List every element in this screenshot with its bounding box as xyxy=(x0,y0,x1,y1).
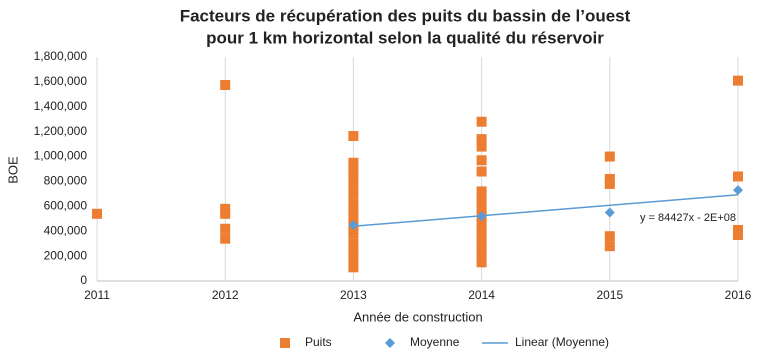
x-tick-label: 2016 xyxy=(725,288,752,302)
x-axis-label: Année de construction xyxy=(353,309,482,324)
point xyxy=(348,178,359,189)
y-tick-label: 1,800,000 xyxy=(34,49,88,63)
trend-line xyxy=(353,194,739,227)
y-tick-label: 800,000 xyxy=(44,174,88,188)
point xyxy=(476,248,487,259)
x-tick-label: 2013 xyxy=(340,288,367,302)
point xyxy=(348,157,359,168)
point xyxy=(348,246,359,257)
legend-label: Puits xyxy=(305,335,332,349)
point xyxy=(604,178,615,189)
point xyxy=(476,116,487,127)
point xyxy=(604,231,615,242)
point xyxy=(348,238,359,249)
point xyxy=(604,207,615,218)
point xyxy=(476,233,487,244)
legend-marker xyxy=(280,338,290,348)
point xyxy=(476,134,487,145)
point xyxy=(220,223,231,234)
x-tick-label: 2015 xyxy=(596,288,623,302)
y-tick-label: 1,000,000 xyxy=(34,149,88,163)
point xyxy=(348,253,359,264)
point xyxy=(476,166,487,177)
x-tick-label: 2012 xyxy=(212,288,239,302)
point xyxy=(733,171,743,182)
point xyxy=(348,188,359,199)
legend-marker xyxy=(385,338,395,348)
x-tick-label: 2014 xyxy=(468,288,495,302)
chart-title: Facteurs de récupération des puits du ba… xyxy=(180,6,631,25)
point xyxy=(220,208,231,219)
y-tick-label: 200,000 xyxy=(44,248,88,262)
y-tick-label: 0 xyxy=(80,273,87,287)
point xyxy=(348,164,359,174)
point xyxy=(220,80,231,90)
point xyxy=(220,233,231,244)
point xyxy=(348,228,359,239)
point xyxy=(733,229,743,240)
point xyxy=(476,203,487,214)
y-tick-label: 1,200,000 xyxy=(34,124,88,138)
point xyxy=(733,185,743,196)
point xyxy=(476,186,487,197)
chart-title: pour 1 km horizontal selon la qualité du… xyxy=(206,28,604,47)
point xyxy=(604,241,615,252)
point xyxy=(348,213,359,224)
y-tick-label: 400,000 xyxy=(44,223,88,237)
y-axis-label: BOE xyxy=(5,156,20,184)
point xyxy=(348,262,359,273)
point xyxy=(604,151,615,162)
point xyxy=(92,208,102,219)
point xyxy=(476,257,487,268)
legend-label: Linear (Moyenne) xyxy=(515,335,609,349)
point xyxy=(348,198,359,209)
point xyxy=(348,206,359,217)
y-tick-label: 600,000 xyxy=(44,199,88,213)
point xyxy=(476,195,487,206)
point xyxy=(476,241,487,252)
y-tick-label: 1,400,000 xyxy=(34,99,88,113)
y-tick-label: 1,600,000 xyxy=(34,74,88,88)
point xyxy=(476,141,487,152)
point xyxy=(348,170,359,181)
x-tick-label: 2011 xyxy=(84,288,110,302)
point xyxy=(476,155,487,166)
point xyxy=(733,75,743,86)
point xyxy=(476,218,487,229)
point xyxy=(348,220,359,230)
legend-label: Moyenne xyxy=(410,335,460,349)
point xyxy=(476,226,487,237)
point xyxy=(348,131,359,142)
annotation: y = 84427x - 2E+08 xyxy=(640,212,736,224)
